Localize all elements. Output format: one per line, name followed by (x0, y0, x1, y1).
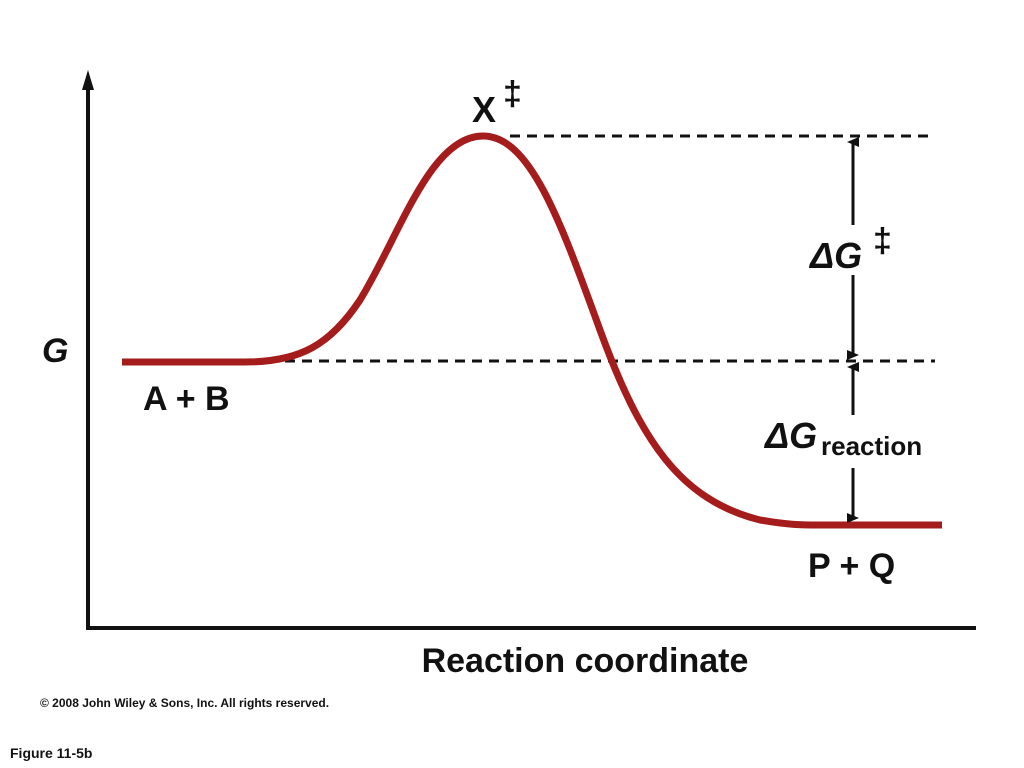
activation-energy-label: ΔG (808, 235, 862, 276)
transition-state-sup: ‡ (503, 75, 522, 113)
products-label: P + Q (808, 547, 895, 585)
transition-state-label: X (472, 89, 496, 130)
copyright: © 2008 John Wiley & Sons, Inc. All right… (40, 696, 329, 710)
activation-energy-sup: ‡ (873, 222, 892, 260)
y-axis-label: G (42, 332, 68, 370)
reaction-energy-sub: reaction (821, 431, 922, 461)
energy-curve (122, 132, 942, 529)
x-axis-label: Reaction coordinate (422, 642, 749, 680)
y-axis-arrow (82, 70, 94, 90)
figure-label: Figure 11-5b (10, 745, 92, 761)
reactants-label: A + B (143, 380, 230, 418)
reaction-energy-label: ΔG (763, 415, 817, 456)
